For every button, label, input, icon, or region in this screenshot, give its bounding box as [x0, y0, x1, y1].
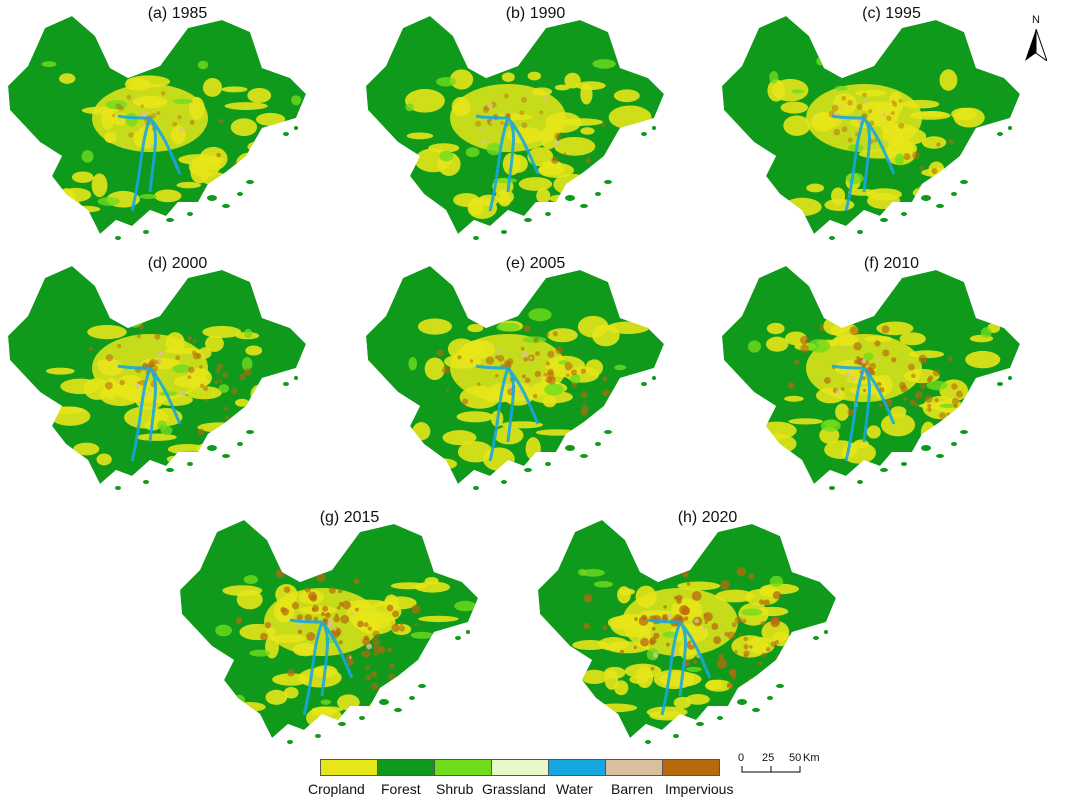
land-cover-d: [8, 266, 306, 484]
scale-bar-line: [741, 766, 801, 773]
panel-title-e: (e) 2005: [505, 255, 566, 272]
legend-label-grassland: Grassland: [482, 781, 546, 797]
land-cover-e: [366, 266, 664, 484]
land-cover-b: [366, 16, 664, 234]
map-panel-b: (b) 1990: [358, 5, 713, 246]
map-panel-e: (e) 2005: [358, 255, 713, 496]
panel-title-g: (g) 2015: [319, 509, 380, 526]
map-h: [538, 520, 836, 744]
legend-label-forest: Forest: [381, 781, 421, 797]
legend-swatch-barren: [605, 759, 662, 776]
panel-title-a: (a) 1985: [147, 5, 208, 22]
land-cover-g: [180, 520, 478, 738]
legend-label-shrub: Shrub: [436, 781, 474, 797]
panel-title-d: (d) 2000: [147, 255, 208, 272]
legend-swatch-impervious: [662, 759, 720, 776]
panel-title-f: (f) 2010: [863, 255, 920, 272]
north-label: N: [1032, 14, 1040, 26]
scale-unit: Km: [803, 752, 820, 764]
map-e: [366, 266, 664, 490]
legend-swatch-grassland: [491, 759, 548, 776]
legend-swatch-shrub: [434, 759, 491, 776]
map-c: [722, 16, 1020, 240]
scale-bar: 0 25 50 Km: [737, 752, 827, 774]
map-g: [180, 520, 478, 744]
map-panel-c: (c) 1995: [714, 5, 1065, 246]
panel-title-h: (h) 2020: [677, 509, 738, 526]
scale-tick-0: 0: [738, 752, 745, 764]
panel-title-c: (c) 1995: [862, 5, 921, 22]
north-arrow-icon: [1025, 29, 1047, 61]
land-cover-c: [722, 16, 1020, 234]
land-cover-a: [8, 16, 306, 234]
map-panel-d: (d) 2000: [0, 255, 355, 496]
legend-label-impervious: Impervious: [665, 781, 734, 797]
map-panel-f: (f) 2010: [714, 255, 1065, 496]
map-b: [366, 16, 664, 240]
legend-label-water: Water: [556, 781, 593, 797]
north-arrow: N: [1020, 14, 1052, 62]
panel-title-b: (b) 1990: [505, 5, 566, 22]
map-panel-g: (g) 2015: [172, 509, 527, 750]
legend-label-barren: Barren: [611, 781, 654, 797]
scale-tick-50: 50: [789, 752, 802, 764]
legend: [320, 759, 720, 776]
land-cover-f: [722, 266, 1020, 484]
map-d: [8, 266, 306, 490]
map-f: [722, 266, 1020, 490]
legend-label-cropland: Cropland: [308, 781, 365, 797]
legend-swatch-forest: [377, 759, 434, 776]
land-cover-h: [538, 520, 836, 738]
map-a: [8, 16, 306, 240]
scale-tick-25: 25: [762, 752, 775, 764]
legend-swatch-water: [548, 759, 605, 776]
map-panel-a: (a) 1985: [0, 5, 355, 246]
legend-swatch-cropland: [320, 759, 377, 776]
map-panel-h: (h) 2020: [530, 509, 885, 750]
